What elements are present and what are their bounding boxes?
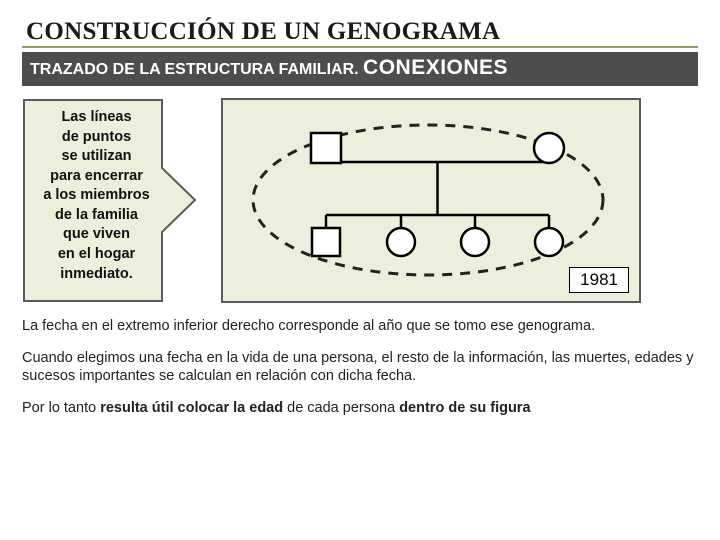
subtitle-part-b: CONEXIONES bbox=[363, 56, 508, 79]
callout-arrow: Las líneasde puntosse utilizanpara encer… bbox=[22, 98, 197, 303]
year-label: 1981 bbox=[569, 267, 629, 293]
genogram-diagram: 1981 bbox=[221, 98, 641, 303]
paragraph-1: La fecha en el extremo inferior derecho … bbox=[22, 317, 698, 335]
page-title: CONSTRUCCIÓN DE UN GENOGRAMA bbox=[26, 18, 698, 46]
paragraph-2: Cuando elegimos una fecha en la vida de … bbox=[22, 349, 698, 385]
paragraph-3: Por lo tanto resulta útil colocar la eda… bbox=[22, 399, 698, 417]
subtitle-part-a: TRAZADO DE LA ESTRUCTURA FAMILIAR. bbox=[30, 61, 359, 78]
callout-text: Las líneasde puntosse utilizanpara encer… bbox=[24, 108, 169, 284]
subtitle-bar: TRAZADO DE LA ESTRUCTURA FAMILIAR. CONEX… bbox=[22, 52, 698, 86]
